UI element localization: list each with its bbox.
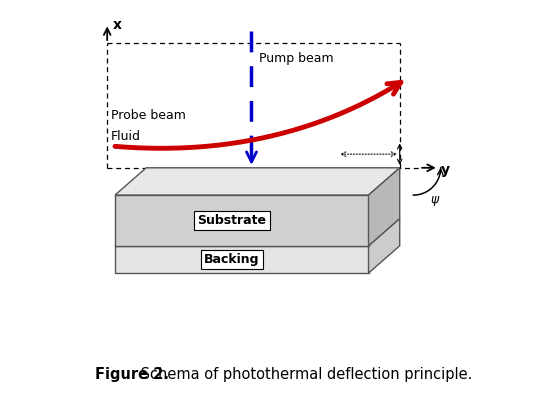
Text: Backing: Backing: [204, 253, 260, 266]
Text: Probe beam: Probe beam: [111, 109, 186, 122]
Polygon shape: [115, 219, 399, 246]
Text: y: y: [441, 163, 450, 177]
Text: Schema of photothermal deflection principle.: Schema of photothermal deflection princi…: [137, 367, 473, 382]
Text: Substrate: Substrate: [197, 214, 267, 227]
Polygon shape: [115, 195, 369, 246]
Polygon shape: [369, 219, 399, 273]
Text: Figure 2.: Figure 2.: [95, 367, 170, 382]
Polygon shape: [115, 168, 399, 195]
Text: Pump beam: Pump beam: [259, 53, 334, 66]
Text: ψ: ψ: [431, 193, 439, 206]
Polygon shape: [369, 168, 399, 246]
Polygon shape: [115, 246, 369, 273]
Text: x: x: [113, 18, 122, 32]
Text: Fluid: Fluid: [111, 131, 141, 144]
